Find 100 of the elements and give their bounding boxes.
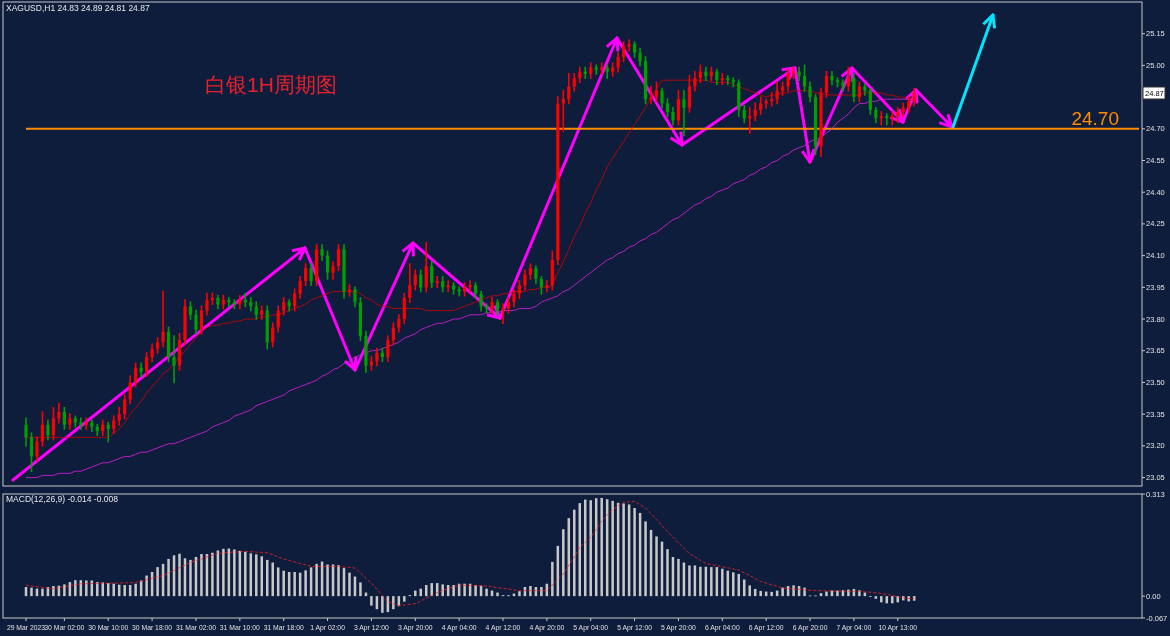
bar <box>293 571 296 597</box>
candlestick <box>205 292 209 316</box>
candlestick <box>424 242 428 293</box>
bar <box>359 582 362 597</box>
candlestick <box>24 417 28 447</box>
candlestick <box>622 41 626 62</box>
bar <box>222 548 225 597</box>
bar <box>85 580 88 597</box>
bar <box>392 596 395 610</box>
candlestick <box>199 305 204 335</box>
bar <box>430 583 433 597</box>
candlestick <box>649 85 653 105</box>
bar <box>452 585 455 597</box>
candlestick <box>654 81 659 103</box>
bar <box>463 583 466 597</box>
candlestick <box>386 335 390 363</box>
bar <box>496 592 499 597</box>
candlestick <box>325 250 330 280</box>
candlestick <box>830 70 834 86</box>
candlestick <box>802 64 807 92</box>
bar <box>211 552 214 597</box>
candlestick <box>123 394 127 420</box>
bar <box>304 570 307 597</box>
bar <box>573 509 576 597</box>
candlestick <box>29 432 34 473</box>
bar <box>271 562 274 597</box>
candlestick <box>676 89 681 126</box>
chart-subtitle: XAGUSD,H1 24.83 24.89 24.81 24.87 <box>6 3 150 13</box>
bar <box>644 521 647 597</box>
bar <box>348 572 351 597</box>
bar <box>589 500 592 597</box>
candlestick <box>687 75 692 113</box>
candlestick <box>194 309 198 335</box>
candlestick <box>501 303 505 325</box>
candlestick <box>479 290 483 312</box>
candlestick <box>304 263 308 287</box>
candlestick <box>824 70 829 98</box>
bar <box>326 564 329 597</box>
bar <box>518 591 521 597</box>
candlestick <box>660 87 664 109</box>
candlestick <box>336 244 341 272</box>
candlestick <box>35 436 39 462</box>
candlestick <box>616 51 620 73</box>
bar <box>244 551 247 597</box>
bar <box>880 596 883 603</box>
candlestick <box>353 286 357 308</box>
bar <box>403 596 406 602</box>
bar <box>732 572 735 597</box>
candlestick <box>391 322 395 346</box>
candlestick <box>786 68 790 92</box>
candlestick <box>457 286 461 297</box>
bar <box>200 554 203 597</box>
candlestick <box>808 81 812 103</box>
candlestick <box>797 66 801 81</box>
bar <box>677 558 680 597</box>
candlestick <box>841 79 845 92</box>
bar <box>825 591 828 597</box>
candlestick <box>40 411 45 447</box>
bar <box>666 549 669 597</box>
text: 白银1H周期图 <box>205 73 337 96</box>
bar <box>600 497 603 597</box>
bar <box>655 536 658 597</box>
bar <box>112 583 115 597</box>
candlestick <box>128 375 132 405</box>
candlestick <box>682 89 686 136</box>
bar <box>688 565 691 597</box>
candlestick <box>852 73 856 103</box>
bar <box>721 568 724 597</box>
bar <box>63 584 66 597</box>
bar <box>781 587 784 597</box>
candlestick <box>145 352 149 377</box>
candlestick <box>62 407 66 430</box>
bar <box>611 500 614 597</box>
bar <box>315 563 318 597</box>
candlestick <box>298 275 302 299</box>
bar <box>156 567 159 597</box>
candlestick <box>402 292 406 325</box>
candlestick <box>309 263 313 287</box>
bar <box>337 565 340 597</box>
bar <box>178 553 181 597</box>
bar <box>52 586 55 597</box>
bar <box>748 585 751 597</box>
bar <box>485 588 488 597</box>
bar <box>562 529 565 597</box>
bar <box>551 561 554 597</box>
bar <box>30 587 33 597</box>
bar <box>759 590 762 597</box>
candlestick <box>430 261 434 289</box>
candlestick <box>523 269 527 291</box>
bar <box>770 591 773 597</box>
bar <box>74 580 77 597</box>
bar <box>633 508 636 597</box>
bar <box>381 596 384 613</box>
bar <box>540 587 543 597</box>
candlestick <box>589 62 593 79</box>
candlestick <box>57 402 61 424</box>
bar <box>134 583 137 597</box>
bar <box>441 584 444 597</box>
candlestick <box>46 419 50 441</box>
bar <box>255 554 258 597</box>
